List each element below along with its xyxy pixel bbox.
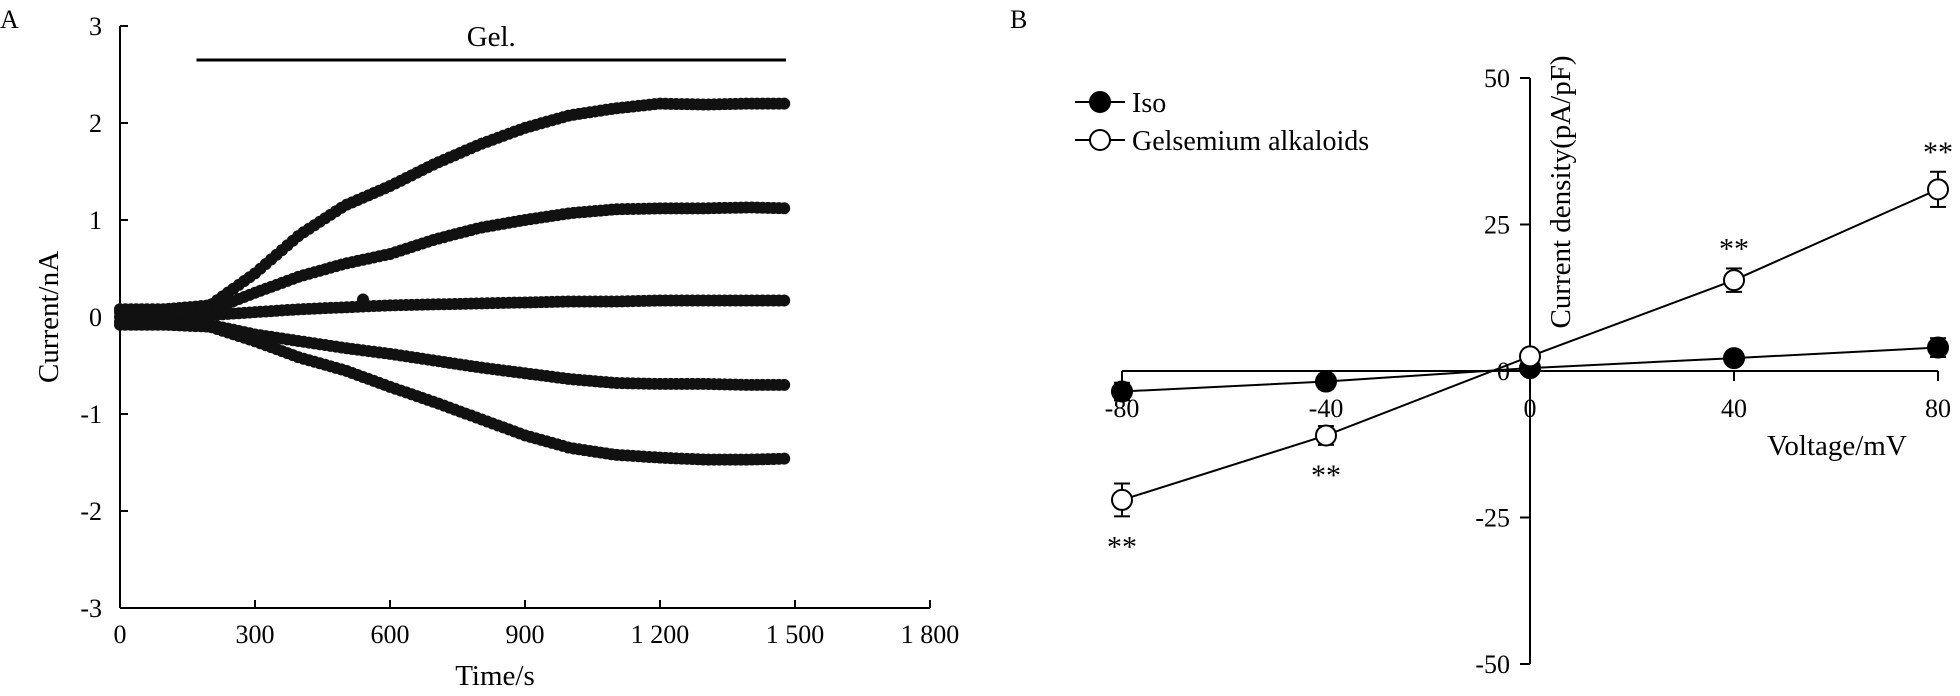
panel-a-y-tick-label: -1 — [80, 400, 102, 429]
panel-b-x-axis-label: Voltage/mV — [1767, 430, 1907, 462]
legend-iso-label: Iso — [1132, 88, 1166, 119]
panel-a-gel-label: Gel. — [467, 21, 516, 53]
panel-b-y-tick-label: 50 — [1484, 64, 1510, 93]
panel-a-x-tick-label: 900 — [506, 620, 545, 649]
significance-mark: ** — [1107, 530, 1137, 563]
panel-a-y-tick-label: 2 — [89, 109, 102, 138]
panel-a-x-tick-label: 1 500 — [766, 620, 825, 649]
panel-a-trace-point — [778, 294, 791, 307]
panel-a-y-axis-label: Current/nA — [33, 251, 65, 383]
panel-a-y-tick-label: 0 — [89, 303, 102, 332]
panel-a-y-tick-label: 3 — [89, 12, 102, 41]
panel-b-y-ticks: -50 -25 0 25 50 — [1475, 64, 1530, 679]
gelsemium-point — [1927, 178, 1949, 201]
panel-b-x-tick-label: 0 — [1524, 394, 1537, 423]
legend-gelsemium-marker — [1089, 129, 1111, 151]
panel-a-x-tick-label: 600 — [371, 620, 410, 649]
significance-mark: ** — [1311, 459, 1341, 492]
panel-b-x-ticks: -80 -40 0 40 80 — [1105, 371, 1951, 423]
significance-mark: ** — [1719, 232, 1749, 265]
panel-b-legend: Iso Gelsemium alkaloids — [1075, 88, 1369, 157]
panel-a-x-tick-label: 0 — [114, 620, 127, 649]
panel-b-x-tick-label: -40 — [1309, 394, 1344, 423]
panel-b-x-tick-label: 40 — [1721, 394, 1747, 423]
panel-a-trace-point — [778, 97, 791, 110]
iso-point — [1315, 370, 1337, 393]
panel-b-y-tick-label: -50 — [1475, 650, 1510, 679]
panel-a-traces — [114, 97, 791, 466]
iso-point — [1111, 380, 1133, 403]
panel-a-letter: A — [0, 5, 19, 34]
iso-point — [1723, 347, 1745, 370]
gelsemium-point — [1315, 424, 1337, 447]
panel-a-trace-point — [778, 202, 791, 215]
panel-b-y-axis-label: Current density(pA/pF) — [1545, 55, 1577, 328]
panel-b-y-tick-label: -25 — [1475, 504, 1510, 533]
legend-iso-marker — [1089, 91, 1111, 113]
panel-a-x-tick-label: 1 200 — [631, 620, 690, 649]
panel-a-chart: 0 300 600 900 1 200 1 500 1 800 -3 -2 -1 0 1 2 3 Gel… — [33, 12, 959, 692]
gelsemium-point — [1111, 488, 1133, 511]
panel-a-x-tick-label: 300 — [236, 620, 275, 649]
panel-a-y-ticks: -3 -2 -1 0 1 2 3 — [80, 12, 128, 623]
panel-a-x-ticks: 0 300 600 900 1 200 1 500 1 800 — [114, 600, 960, 649]
panel-a-trace-point — [778, 378, 791, 391]
iso-point — [1927, 336, 1949, 359]
legend-gelsemium-label: Gelsemium alkaloids — [1132, 126, 1369, 157]
panel-b-y-tick-label: 25 — [1484, 211, 1510, 240]
panel-b-y-tick-label: 0 — [1497, 357, 1510, 386]
panel-a-y-tick-label: -3 — [80, 594, 102, 623]
gelsemium-point — [1519, 345, 1541, 368]
panel-a-trace-point — [778, 452, 791, 465]
panel-b-letter: B — [1010, 5, 1027, 34]
panel-b-series: ** ** ** ** — [1107, 136, 1953, 564]
panel-a-y-tick-label: -2 — [80, 497, 102, 526]
panel-a-y-tick-label: 1 — [89, 206, 102, 235]
panel-a-x-axis-label: Time/s — [455, 660, 535, 692]
gelsemium-point — [1723, 269, 1745, 292]
panel-a-outlier-point — [357, 293, 369, 306]
panel-b-x-tick-label: 80 — [1925, 394, 1951, 423]
panel-a-x-tick-label: 1 800 — [901, 620, 960, 649]
significance-mark: ** — [1923, 136, 1953, 169]
